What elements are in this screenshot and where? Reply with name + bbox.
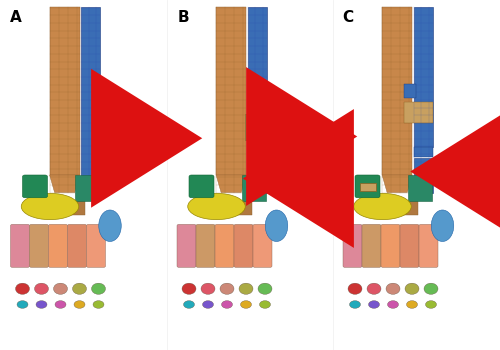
Ellipse shape	[17, 301, 28, 308]
FancyBboxPatch shape	[400, 224, 419, 267]
Bar	[242, 175, 266, 201]
Bar	[50, 7, 80, 175]
Ellipse shape	[239, 283, 253, 294]
Bar	[360, 183, 376, 191]
FancyBboxPatch shape	[196, 224, 215, 267]
Bar	[55, 201, 85, 215]
Bar	[245, 114, 273, 140]
Ellipse shape	[99, 210, 121, 242]
Bar	[382, 7, 412, 175]
FancyBboxPatch shape	[10, 224, 29, 267]
Bar	[222, 201, 252, 215]
Ellipse shape	[388, 301, 398, 308]
FancyBboxPatch shape	[234, 224, 253, 267]
Ellipse shape	[184, 301, 194, 308]
FancyBboxPatch shape	[48, 224, 68, 267]
Ellipse shape	[258, 283, 272, 294]
Bar	[81, 7, 100, 192]
Bar	[414, 158, 432, 192]
Ellipse shape	[260, 301, 270, 308]
Bar	[75, 175, 99, 201]
Ellipse shape	[54, 283, 68, 294]
Ellipse shape	[202, 301, 213, 308]
Ellipse shape	[240, 301, 252, 308]
Polygon shape	[382, 175, 412, 192]
Ellipse shape	[182, 283, 196, 294]
FancyBboxPatch shape	[30, 224, 48, 267]
Ellipse shape	[368, 301, 380, 308]
Ellipse shape	[201, 283, 215, 294]
Ellipse shape	[222, 301, 232, 308]
Bar	[404, 102, 432, 122]
Bar	[408, 175, 432, 201]
Ellipse shape	[348, 283, 362, 294]
Bar	[404, 84, 416, 98]
Ellipse shape	[386, 283, 400, 294]
FancyBboxPatch shape	[86, 224, 106, 267]
Ellipse shape	[16, 283, 30, 294]
Bar	[414, 147, 432, 158]
FancyBboxPatch shape	[419, 224, 438, 267]
Bar	[216, 7, 246, 175]
Ellipse shape	[93, 301, 104, 308]
Ellipse shape	[92, 283, 106, 294]
FancyBboxPatch shape	[22, 175, 48, 198]
Ellipse shape	[426, 301, 436, 308]
FancyBboxPatch shape	[253, 224, 272, 267]
Ellipse shape	[431, 210, 454, 242]
Ellipse shape	[220, 283, 234, 294]
FancyBboxPatch shape	[362, 224, 381, 267]
Text: C: C	[342, 10, 353, 26]
Ellipse shape	[72, 283, 86, 294]
Text: A: A	[10, 10, 22, 26]
Ellipse shape	[55, 301, 66, 308]
FancyBboxPatch shape	[381, 224, 400, 267]
FancyBboxPatch shape	[177, 224, 196, 267]
Ellipse shape	[21, 193, 79, 220]
Ellipse shape	[406, 301, 418, 308]
Ellipse shape	[188, 193, 245, 220]
FancyBboxPatch shape	[68, 224, 86, 267]
Ellipse shape	[36, 301, 47, 308]
FancyBboxPatch shape	[355, 175, 380, 198]
Ellipse shape	[265, 210, 287, 242]
Ellipse shape	[34, 283, 48, 294]
Ellipse shape	[424, 283, 438, 294]
FancyBboxPatch shape	[343, 224, 362, 267]
Bar	[388, 201, 418, 215]
Bar	[248, 7, 266, 114]
Ellipse shape	[405, 283, 419, 294]
FancyBboxPatch shape	[215, 224, 234, 267]
Ellipse shape	[354, 193, 411, 220]
Ellipse shape	[74, 301, 85, 308]
Bar	[248, 140, 266, 192]
Bar	[248, 114, 266, 140]
Polygon shape	[50, 175, 80, 192]
FancyBboxPatch shape	[189, 175, 214, 198]
Ellipse shape	[350, 301, 360, 308]
Text: B: B	[178, 10, 189, 26]
Bar	[414, 7, 432, 147]
Ellipse shape	[367, 283, 381, 294]
Polygon shape	[216, 175, 246, 192]
